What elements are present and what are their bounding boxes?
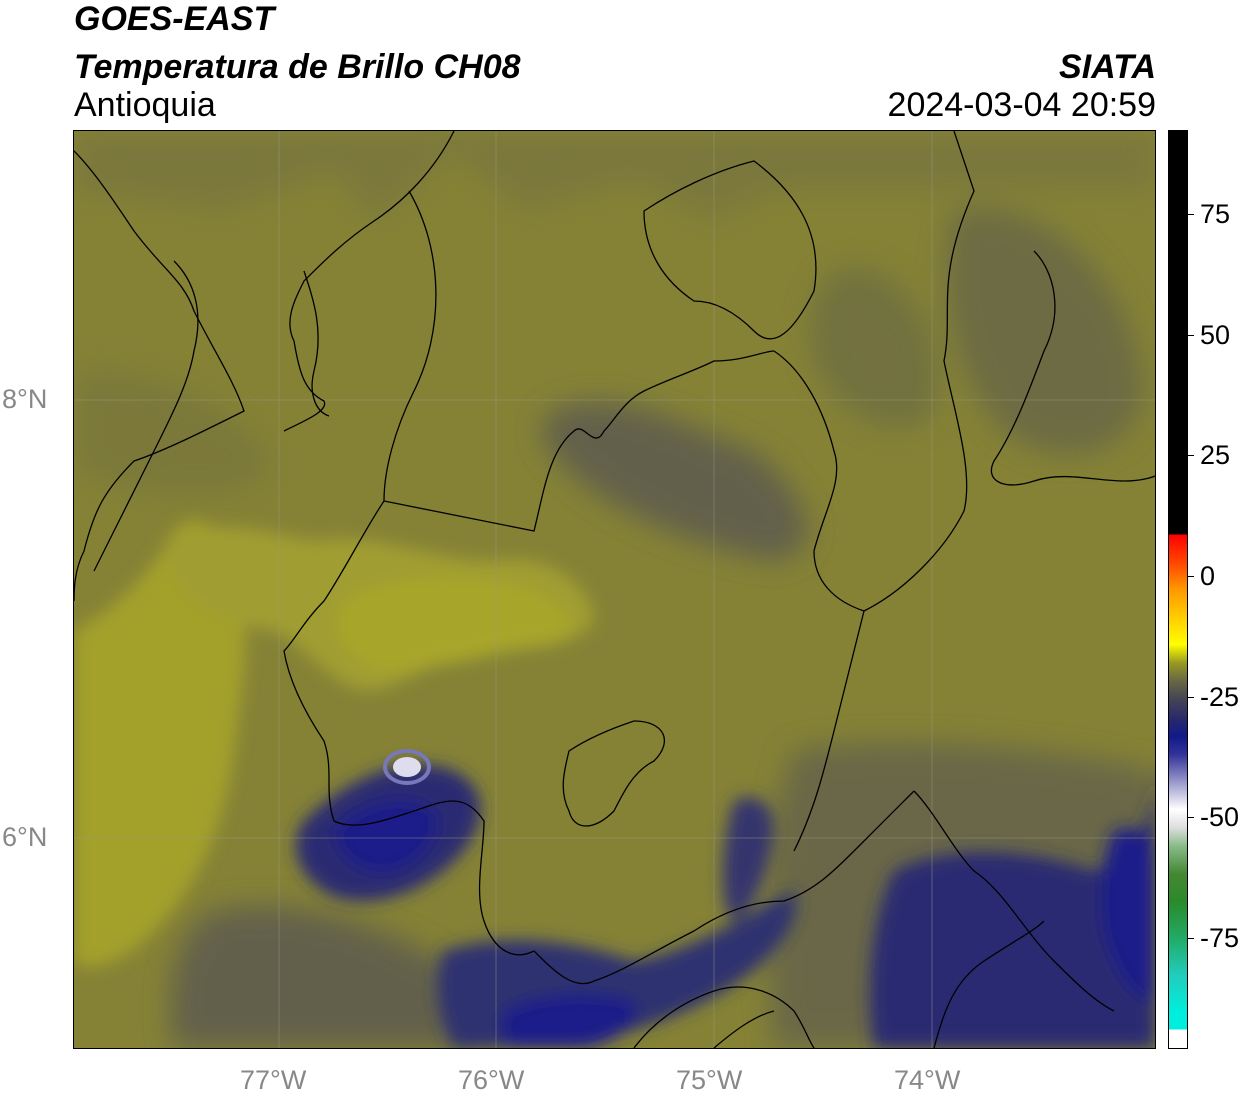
cb-label-minus25: -25 <box>1200 682 1240 712</box>
cloud-core-west <box>334 800 437 872</box>
cb-label-0: 0 <box>1200 561 1216 591</box>
overshooting-top-ring <box>383 749 431 785</box>
coastline-pacific <box>74 150 245 602</box>
south-dept-line <box>713 1010 775 1048</box>
coastline-darien <box>93 260 199 572</box>
antioquia-north-border <box>383 190 775 532</box>
cool-field-center <box>541 401 808 561</box>
antioquia-west-border <box>283 500 535 956</box>
cloud-southeast-core <box>1102 828 1155 1001</box>
region-label: Antioquia <box>74 86 216 124</box>
caldas-border <box>633 986 815 1048</box>
antioquia-east-border <box>773 131 975 612</box>
lon-tick-76w: 76°W <box>458 1065 525 1095</box>
cb-label-50: 50 <box>1200 320 1231 350</box>
cb-label-75: 75 <box>1200 199 1231 229</box>
cb-tick-25 <box>1188 455 1194 456</box>
warm-field-west <box>74 520 246 967</box>
antioquia-south-border <box>533 790 915 985</box>
satellite-title: GOES-EAST <box>74 0 275 38</box>
east-river <box>990 250 1155 486</box>
brightness-temperature-map <box>73 130 1156 1049</box>
cb-tick-50 <box>1188 335 1194 336</box>
medellin-border <box>562 720 666 827</box>
cb-tick-minus75 <box>1188 938 1194 939</box>
cb-tick-minus25 <box>1188 697 1194 698</box>
boundaries <box>74 131 1155 1048</box>
cloud-southeast <box>870 751 1155 1048</box>
temperature-colorbar <box>1168 130 1188 1049</box>
cool-field-northeast <box>946 207 1144 455</box>
cloud-south-core <box>501 994 636 1048</box>
cool-field-north <box>74 131 1155 221</box>
coastline-uraba <box>283 131 455 432</box>
cool-field-east <box>810 267 938 428</box>
south-dept-line-2 <box>933 920 1045 1048</box>
overshooting-top <box>393 757 421 777</box>
timestamp-label: 2024-03-04 20:59 <box>887 86 1156 124</box>
cb-label-25: 25 <box>1200 440 1231 470</box>
lat-tick-8n: 8°N <box>2 384 48 414</box>
boyaca-border <box>913 790 1115 1012</box>
cb-label-minus75: -75 <box>1200 923 1240 953</box>
cb-tick-minus50 <box>1188 817 1194 818</box>
cool-field-south <box>170 905 475 1048</box>
cb-tick-0 <box>1188 576 1194 577</box>
antioquia-northeast-lobe <box>643 160 817 340</box>
organization-label: SIATA <box>1059 48 1156 86</box>
lon-tick-74w: 74°W <box>894 1065 961 1095</box>
antioquia-southeast-border <box>793 610 865 852</box>
graticule <box>74 131 1155 1048</box>
warm-field-central <box>338 577 572 671</box>
gulf-line <box>303 270 330 417</box>
lon-tick-75w: 75°W <box>676 1065 743 1095</box>
cb-label-minus50: -50 <box>1200 802 1240 832</box>
cloud-small-center <box>722 797 774 921</box>
lon-tick-77w: 77°W <box>240 1065 307 1095</box>
cool-field-west <box>74 369 274 496</box>
cb-tick-75 <box>1188 214 1194 215</box>
product-title: Temperatura de Brillo CH08 <box>74 48 521 86</box>
lat-tick-6n: 6°N <box>2 822 48 852</box>
